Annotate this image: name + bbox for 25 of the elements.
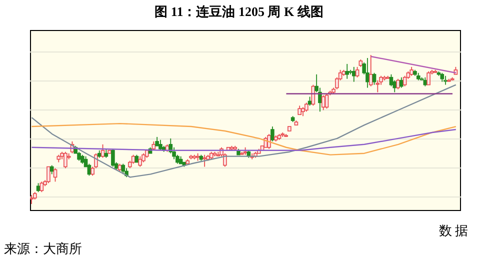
candlestick: [267, 134, 271, 150]
candlestick: [368, 55, 373, 87]
candlestick: [366, 58, 370, 88]
candlestick: [324, 93, 329, 110]
candlestick: [53, 168, 58, 182]
chart-title: 图 11：连豆油 1205 周 K 线图: [154, 3, 324, 21]
text: 数 据: [438, 222, 468, 240]
candlestick: [270, 126, 274, 142]
candlestick: [100, 144, 105, 158]
candlestick: [64, 151, 68, 169]
candlestick: [352, 66, 356, 82]
candlestick: [345, 63, 350, 80]
candlestick: [46, 166, 50, 184]
candlestick: [321, 94, 326, 111]
candlestick: [426, 70, 430, 86]
candlestick: [402, 75, 407, 87]
candlestick: [30, 194, 34, 204]
candlestick: [111, 148, 115, 168]
candlestick: [138, 156, 142, 168]
candlestick: [355, 66, 360, 78]
candlestick: [400, 76, 404, 88]
candlestick: [40, 181, 44, 193]
candlestick: [396, 78, 400, 90]
source-note: 来源：大商所: [4, 240, 82, 258]
candlestick: [372, 72, 376, 86]
